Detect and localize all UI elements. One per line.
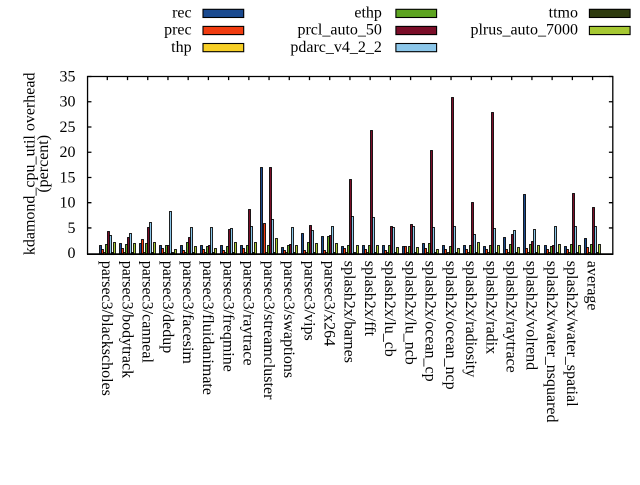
- svg-text:parsec3/facesim: parsec3/facesim: [179, 261, 196, 365]
- svg-text:prcl_auto_50: prcl_auto_50: [297, 22, 381, 39]
- svg-text:splash2x/fft: splash2x/fft: [361, 261, 378, 337]
- svg-text:parsec3/blackscholes: parsec3/blackscholes: [98, 261, 115, 396]
- svg-text:splash2x/lu_ncb: splash2x/lu_ncb: [401, 261, 418, 365]
- svg-text:splash2x/radix: splash2x/radix: [482, 261, 499, 354]
- svg-text:splash2x/radiosity: splash2x/radiosity: [462, 261, 479, 377]
- svg-text:plrus_auto_7000: plrus_auto_7000: [470, 22, 578, 39]
- svg-text:splash2x/raytrace: splash2x/raytrace: [503, 261, 520, 373]
- svg-text:parsec3/freqmine: parsec3/freqmine: [219, 261, 236, 372]
- svg-text:splash2x/ocean_ncp: splash2x/ocean_ncp: [442, 261, 459, 390]
- svg-text:35: 35: [60, 68, 76, 85]
- svg-text:25: 25: [60, 119, 76, 136]
- svg-text:splash2x/volrend: splash2x/volrend: [523, 261, 540, 370]
- svg-text:average: average: [583, 261, 600, 311]
- svg-text:(percent): (percent): [35, 135, 52, 193]
- svg-text:pdarc_v4_2_2: pdarc_v4_2_2: [290, 39, 382, 56]
- svg-text:parsec3/bodytrack: parsec3/bodytrack: [118, 261, 135, 378]
- svg-text:splash2x/barnes: splash2x/barnes: [341, 261, 358, 363]
- svg-text:splash2x/ocean_cp: splash2x/ocean_cp: [422, 261, 439, 382]
- svg-text:15: 15: [60, 169, 76, 186]
- svg-text:parsec3/dedup: parsec3/dedup: [159, 261, 176, 353]
- svg-text:5: 5: [68, 220, 76, 237]
- svg-text:parsec3/streamcluster: parsec3/streamcluster: [260, 261, 277, 400]
- svg-text:ttmo: ttmo: [549, 5, 578, 22]
- svg-text:prec: prec: [164, 22, 192, 39]
- svg-text:parsec3/swaptions: parsec3/swaptions: [280, 261, 297, 378]
- svg-text:rec: rec: [172, 5, 192, 22]
- svg-text:splash2x/lu_cb: splash2x/lu_cb: [381, 261, 398, 357]
- svg-text:splash2x/water_spatial: splash2x/water_spatial: [563, 261, 580, 407]
- svg-text:0: 0: [68, 245, 76, 262]
- svg-text:kdamond_cpu_util overhead: kdamond_cpu_util overhead: [22, 72, 39, 255]
- svg-text:parsec3/fluidanimate: parsec3/fluidanimate: [199, 261, 216, 395]
- svg-text:30: 30: [60, 94, 76, 111]
- svg-text:parsec3/raytrace: parsec3/raytrace: [240, 261, 257, 366]
- svg-text:thp: thp: [171, 39, 191, 56]
- svg-text:20: 20: [60, 144, 76, 161]
- svg-text:splash2x/water_nsquared: splash2x/water_nsquared: [543, 261, 560, 423]
- svg-text:parsec3/vips: parsec3/vips: [300, 261, 317, 341]
- svg-text:parsec3/canneal: parsec3/canneal: [139, 261, 156, 364]
- svg-text:parsec3/x264: parsec3/x264: [321, 261, 338, 346]
- svg-text:ethp: ethp: [354, 5, 382, 22]
- svg-text:10: 10: [60, 195, 76, 212]
